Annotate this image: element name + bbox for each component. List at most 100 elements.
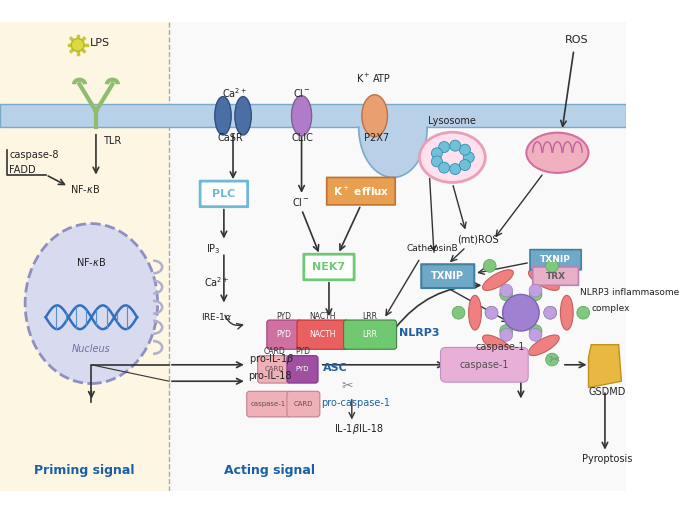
Text: NACTH: NACTH — [310, 330, 336, 339]
Circle shape — [438, 162, 449, 173]
Ellipse shape — [526, 133, 588, 173]
Text: ASC: ASC — [323, 363, 347, 372]
Ellipse shape — [25, 224, 158, 384]
FancyBboxPatch shape — [304, 254, 354, 280]
Text: K$^+$: K$^+$ — [356, 72, 371, 85]
Text: Pyroptosis: Pyroptosis — [582, 454, 632, 464]
Text: FADD: FADD — [9, 165, 36, 175]
Text: Cl$^-$: Cl$^-$ — [292, 196, 310, 208]
Polygon shape — [588, 345, 621, 388]
Circle shape — [460, 160, 471, 170]
Circle shape — [529, 328, 542, 341]
Text: Nucleus: Nucleus — [72, 344, 111, 354]
Circle shape — [503, 294, 539, 331]
Circle shape — [530, 325, 542, 338]
Text: P2X7: P2X7 — [364, 133, 389, 143]
Text: NLRP3 inflammasome: NLRP3 inflammasome — [580, 288, 680, 297]
Ellipse shape — [362, 95, 388, 137]
Text: CARD: CARD — [263, 347, 285, 357]
Text: NLRP3: NLRP3 — [399, 328, 440, 338]
Circle shape — [500, 325, 512, 338]
Text: PYD: PYD — [277, 330, 292, 339]
Text: TLR: TLR — [103, 136, 121, 146]
Text: LPS: LPS — [90, 38, 110, 48]
Ellipse shape — [482, 335, 513, 356]
Text: Priming signal: Priming signal — [34, 464, 135, 477]
Text: Ca$^{2+}$: Ca$^{2+}$ — [203, 275, 229, 289]
Bar — [0, 104, 626, 127]
FancyBboxPatch shape — [533, 267, 578, 285]
Text: ATP: ATP — [373, 74, 390, 84]
Text: ✂: ✂ — [548, 353, 560, 367]
Circle shape — [544, 306, 556, 319]
Text: CathepsinB: CathepsinB — [407, 244, 458, 253]
Circle shape — [450, 140, 461, 151]
Text: caspase-8: caspase-8 — [9, 150, 59, 160]
Text: ROS: ROS — [564, 35, 588, 45]
Text: NF-$\kappa$B: NF-$\kappa$B — [71, 183, 101, 195]
Circle shape — [500, 328, 512, 341]
Circle shape — [529, 284, 542, 297]
Ellipse shape — [214, 96, 232, 135]
Text: IL-18: IL-18 — [359, 424, 383, 434]
Circle shape — [484, 260, 496, 272]
FancyBboxPatch shape — [344, 320, 397, 349]
Circle shape — [484, 353, 496, 366]
Circle shape — [485, 306, 498, 319]
Text: caspase-1: caspase-1 — [460, 360, 509, 370]
Circle shape — [546, 353, 558, 366]
Text: caspase-1: caspase-1 — [251, 401, 286, 407]
Text: NEK7: NEK7 — [312, 262, 345, 272]
Text: LRR: LRR — [362, 312, 377, 321]
Text: complex: complex — [591, 304, 630, 312]
Text: Cl$^-$: Cl$^-$ — [293, 87, 311, 100]
Circle shape — [432, 156, 443, 167]
Ellipse shape — [528, 270, 559, 290]
FancyBboxPatch shape — [327, 177, 395, 205]
Text: LRR: LRR — [362, 330, 377, 339]
Text: caspase-1: caspase-1 — [475, 342, 525, 351]
FancyBboxPatch shape — [530, 250, 581, 270]
Text: TXNIP: TXNIP — [540, 255, 571, 264]
Text: Ca$^{2+}$: Ca$^{2+}$ — [222, 87, 247, 100]
Circle shape — [432, 148, 443, 159]
Text: ✂: ✂ — [341, 379, 353, 393]
Circle shape — [438, 142, 449, 152]
Text: PLC: PLC — [212, 189, 236, 199]
Bar — [0, 22, 169, 491]
Text: CaSR: CaSR — [218, 133, 243, 143]
Text: NF-$\kappa$B: NF-$\kappa$B — [76, 256, 106, 268]
FancyBboxPatch shape — [287, 391, 320, 417]
Ellipse shape — [560, 295, 573, 330]
FancyBboxPatch shape — [258, 356, 290, 383]
Bar — [169, 22, 626, 491]
Circle shape — [544, 306, 557, 319]
Circle shape — [450, 164, 461, 174]
Circle shape — [485, 306, 498, 319]
Text: IP$_3$: IP$_3$ — [206, 242, 221, 255]
Text: CARD: CARD — [294, 401, 313, 407]
Circle shape — [577, 306, 590, 319]
Text: NACTH: NACTH — [310, 312, 336, 321]
Circle shape — [500, 284, 512, 297]
FancyBboxPatch shape — [267, 320, 301, 349]
Text: CLIC: CLIC — [292, 133, 313, 143]
FancyBboxPatch shape — [200, 181, 248, 207]
Circle shape — [463, 152, 474, 163]
Text: pro-caspase-1: pro-caspase-1 — [321, 398, 390, 408]
Text: IRE-1$\alpha$: IRE-1$\alpha$ — [201, 311, 232, 322]
Text: (mt)ROS: (mt)ROS — [457, 234, 499, 245]
Ellipse shape — [419, 132, 485, 183]
Ellipse shape — [292, 95, 312, 136]
FancyBboxPatch shape — [247, 391, 290, 417]
Circle shape — [546, 260, 558, 272]
Text: K$^+$ efflux: K$^+$ efflux — [333, 185, 389, 198]
FancyBboxPatch shape — [421, 264, 474, 288]
Bar — [359, 125, 427, 129]
Text: Acting signal: Acting signal — [224, 464, 315, 477]
Text: IL-1$\beta$: IL-1$\beta$ — [334, 422, 360, 436]
Ellipse shape — [469, 295, 482, 330]
Ellipse shape — [482, 270, 513, 290]
Text: PYD: PYD — [277, 312, 292, 321]
FancyBboxPatch shape — [297, 320, 348, 349]
